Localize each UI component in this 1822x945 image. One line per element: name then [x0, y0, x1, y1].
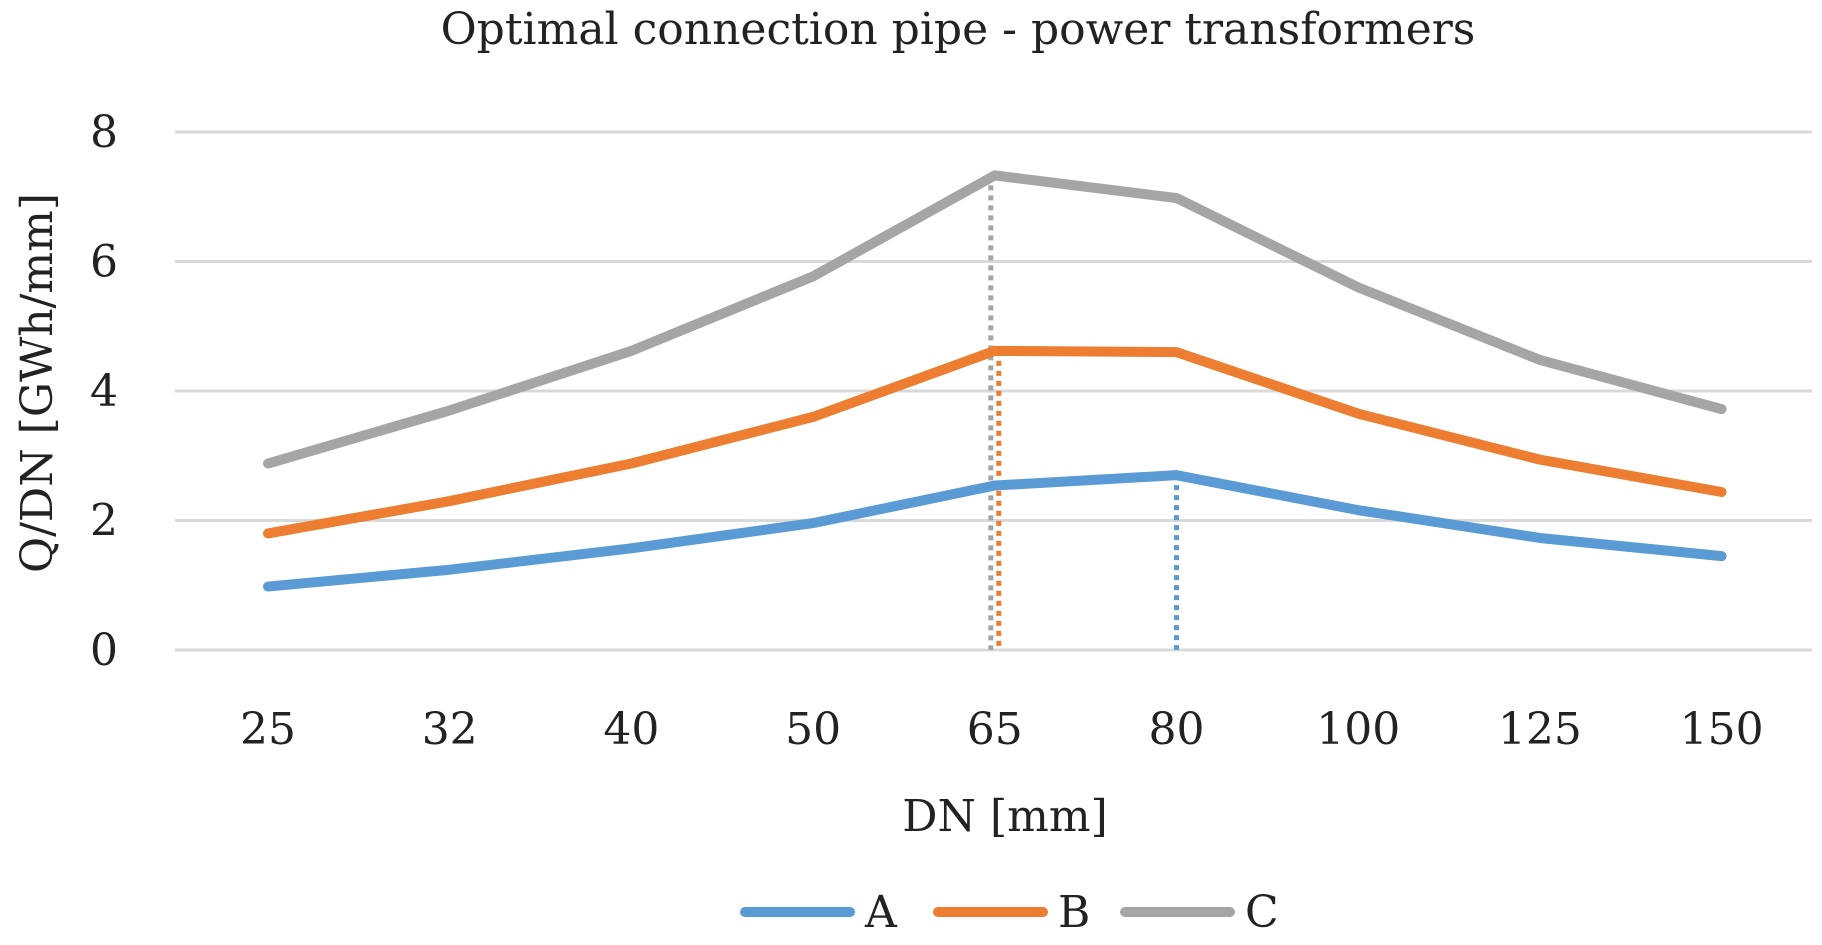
- x-tick-label: 65: [967, 704, 1023, 755]
- x-axis-tick-labels: 25 32 40 50 65 80 100 125 150: [240, 704, 1764, 755]
- legend-label-a: A: [864, 887, 898, 938]
- y-tick-label: 2: [90, 496, 118, 547]
- series-lines: [263, 170, 1727, 592]
- chart-title: Optimal connection pipe - power transfor…: [441, 4, 1476, 55]
- x-tick-label: 150: [1680, 704, 1764, 755]
- y-tick-label: 6: [90, 237, 118, 288]
- y-tick-label: 0: [90, 625, 118, 676]
- y-axis-title: Q/DN [GWh/mm]: [12, 193, 63, 573]
- legend: A B C: [740, 887, 1279, 938]
- gridlines: [175, 130, 1812, 652]
- legend-label-b: B: [1058, 887, 1090, 938]
- x-tick-label: 100: [1316, 704, 1400, 755]
- x-tick-label: 40: [603, 704, 659, 755]
- x-tick-label: 50: [785, 704, 841, 755]
- y-axis-tick-labels: 0 2 4 6 8: [90, 107, 118, 676]
- optimum-marker-lines: [988, 175, 1179, 650]
- x-axis-title: DN [mm]: [902, 791, 1108, 842]
- series-line-c: [263, 170, 1727, 469]
- x-tick-label: 32: [422, 704, 478, 755]
- x-tick-label: 25: [240, 704, 296, 755]
- x-tick-label: 80: [1149, 704, 1205, 755]
- series-line-a: [263, 470, 1727, 592]
- legend-label-c: C: [1245, 887, 1279, 938]
- x-tick-label: 125: [1498, 704, 1582, 755]
- y-tick-label: 4: [90, 366, 118, 417]
- y-tick-label: 8: [90, 107, 118, 158]
- series-line-b: [263, 345, 1727, 539]
